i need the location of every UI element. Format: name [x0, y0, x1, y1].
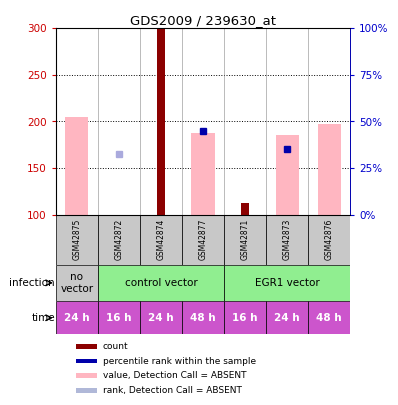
Bar: [98, 264, 224, 301]
Bar: [275, 135, 298, 215]
Bar: [140, 301, 182, 335]
Text: GSM42874: GSM42874: [156, 219, 166, 260]
Bar: [157, 28, 165, 215]
Text: GSM42875: GSM42875: [72, 219, 81, 260]
Bar: [76, 344, 97, 349]
Text: GSM42872: GSM42872: [114, 219, 123, 260]
Bar: [241, 202, 249, 215]
Title: GDS2009 / 239630_at: GDS2009 / 239630_at: [130, 14, 276, 27]
Bar: [56, 301, 98, 335]
Text: percentile rank within the sample: percentile rank within the sample: [103, 356, 256, 366]
Bar: [65, 117, 88, 215]
Bar: [76, 373, 97, 378]
Bar: [182, 301, 224, 335]
Text: 48 h: 48 h: [190, 313, 216, 323]
Bar: [308, 301, 350, 335]
Text: 24 h: 24 h: [274, 313, 300, 323]
Bar: [224, 215, 266, 264]
Bar: [140, 215, 182, 264]
Bar: [56, 264, 98, 301]
Bar: [266, 301, 308, 335]
Text: GSM42876: GSM42876: [325, 219, 334, 260]
Text: infection: infection: [9, 278, 55, 288]
Bar: [308, 215, 350, 264]
Text: no
vector: no vector: [60, 272, 93, 294]
Bar: [56, 215, 98, 264]
Text: 24 h: 24 h: [64, 313, 90, 323]
Text: 16 h: 16 h: [106, 313, 132, 323]
Bar: [182, 215, 224, 264]
Bar: [266, 215, 308, 264]
Text: GSM42871: GSM42871: [240, 219, 250, 260]
Text: rank, Detection Call = ABSENT: rank, Detection Call = ABSENT: [103, 386, 242, 395]
Bar: [98, 301, 140, 335]
Bar: [318, 124, 341, 215]
Text: GSM42873: GSM42873: [283, 219, 292, 260]
Bar: [98, 215, 140, 264]
Text: 48 h: 48 h: [316, 313, 342, 323]
Text: value, Detection Call = ABSENT: value, Detection Call = ABSENT: [103, 371, 246, 380]
Bar: [191, 133, 215, 215]
Text: EGR1 vector: EGR1 vector: [255, 278, 320, 288]
Text: time: time: [31, 313, 55, 323]
Text: 16 h: 16 h: [232, 313, 258, 323]
Text: GSM42877: GSM42877: [199, 219, 207, 260]
Text: 24 h: 24 h: [148, 313, 174, 323]
Bar: [224, 301, 266, 335]
Text: control vector: control vector: [125, 278, 197, 288]
Text: count: count: [103, 342, 129, 351]
Bar: [224, 264, 350, 301]
Bar: [76, 359, 97, 363]
Bar: [76, 388, 97, 392]
